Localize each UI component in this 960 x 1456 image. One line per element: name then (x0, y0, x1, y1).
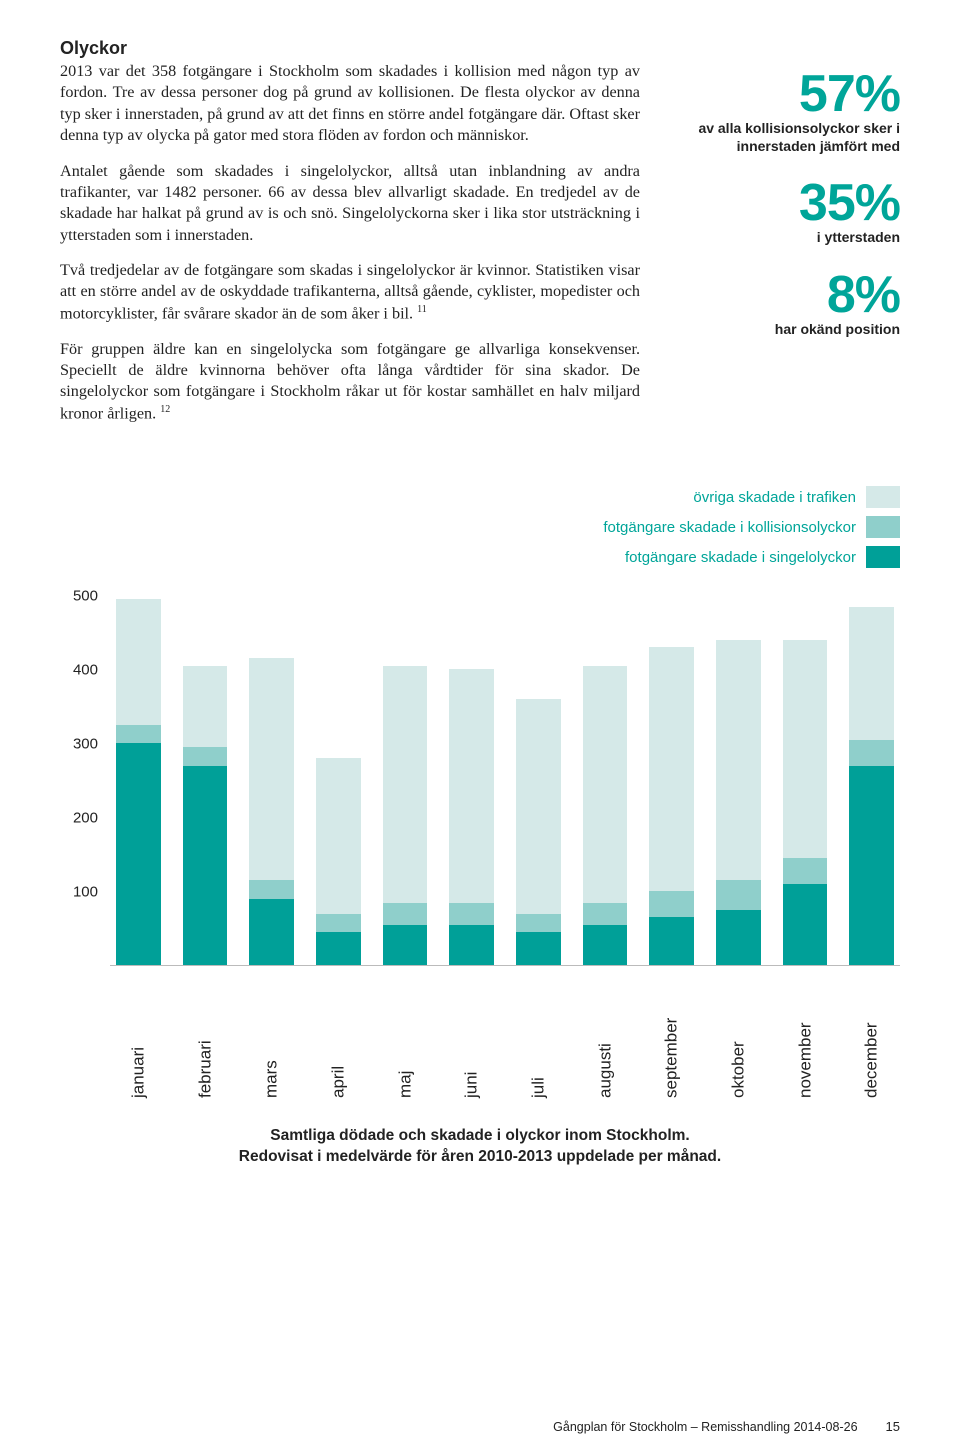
bar-seg-single (649, 917, 694, 965)
month-label: april (316, 988, 361, 1098)
x-axis-labels: januari februari mars april majjuni juli augus… (110, 988, 900, 1098)
page-footer: Gångplan för Stockholm – Remisshandling … (60, 1419, 900, 1434)
month-label: februari (183, 988, 228, 1098)
bar-seg-collision (849, 740, 894, 766)
paragraph-2: Antalet gående som skadades i singelolyc… (60, 161, 640, 247)
bar-seg-collision (183, 747, 228, 766)
bar-seg-other (449, 669, 494, 902)
month-label: augusti (583, 988, 628, 1098)
legend-swatch (866, 486, 900, 508)
bar-seg-single (249, 899, 294, 966)
bar-seg-collision (649, 891, 694, 917)
stat-value-1: 57% (680, 68, 900, 120)
legend-swatch (866, 546, 900, 568)
bar-seg-other (249, 658, 294, 880)
bar-seg-single (716, 910, 761, 966)
bar-slot (249, 596, 294, 965)
y-tick-label: 300 (73, 736, 98, 753)
month-label: juni (449, 988, 494, 1098)
stat-label-2: i ytterstaden (680, 229, 900, 247)
bar-seg-other (183, 666, 228, 747)
bar-seg-other (116, 599, 161, 725)
footer-page-number: 15 (886, 1419, 900, 1434)
y-tick-label: 400 (73, 662, 98, 679)
bar-seg-other (649, 647, 694, 891)
bar-seg-collision (516, 914, 561, 933)
bar-seg-other (316, 758, 361, 913)
chart-legend: övriga skadade i trafiken fotgängare skad… (60, 486, 900, 576)
month-label: november (783, 988, 828, 1098)
bar-slot (783, 596, 828, 965)
bar-slot (183, 596, 228, 965)
bar-slot (316, 596, 361, 965)
bar-seg-single (783, 884, 828, 965)
bar-slot (449, 596, 494, 965)
bar-seg-collision (449, 903, 494, 925)
stat-label-1: av alla kollisionsolyckor sker i innerst… (680, 120, 900, 155)
legend-item: fotgängare skadade i singelolyckor (60, 546, 900, 568)
month-label: januari (116, 988, 161, 1098)
bar-slot (649, 596, 694, 965)
legend-label: fotgängare skadade i singelolyckor (625, 549, 856, 566)
month-label: oktober (716, 988, 761, 1098)
legend-label: övriga skadade i trafiken (693, 489, 856, 506)
paragraph-3: Två tredjedelar av de fotgängare som ska… (60, 260, 640, 325)
paragraph-4: För gruppen äldre kan en singelolycka so… (60, 339, 640, 425)
bar-seg-single (116, 743, 161, 965)
bar-seg-collision (783, 858, 828, 884)
bar-seg-other (583, 666, 628, 903)
legend-label: fotgängare skadade i kollisionsolyckor (603, 519, 856, 536)
bar-seg-collision (249, 880, 294, 899)
bar-seg-other (849, 607, 894, 740)
bar-seg-single (516, 932, 561, 965)
bar-slot (716, 596, 761, 965)
bar-seg-other (516, 699, 561, 914)
bar-slot (583, 596, 628, 965)
bar-seg-single (183, 766, 228, 966)
month-label: september (649, 988, 694, 1098)
footer-doc-title: Gångplan för Stockholm – Remisshandling … (553, 1420, 857, 1434)
month-label: juli (516, 988, 561, 1098)
bar-seg-collision (383, 903, 428, 925)
bar-seg-collision (316, 914, 361, 933)
section-heading: Olyckor (60, 38, 640, 59)
bar-seg-single (583, 925, 628, 966)
paragraph-1: 2013 var det 358 fotgängare i Stockholm … (60, 61, 640, 147)
bar-slot (116, 596, 161, 965)
stat-value-2: 35% (680, 177, 900, 229)
bar-seg-single (849, 766, 894, 966)
bar-seg-single (449, 925, 494, 966)
bar-slot (849, 596, 894, 965)
legend-item: fotgängare skadade i kollisionsolyckor (60, 516, 900, 538)
bar-seg-collision (716, 880, 761, 910)
month-label: december (849, 988, 894, 1098)
bars-container (110, 596, 900, 966)
y-tick-label: 200 (73, 810, 98, 827)
y-tick-label: 500 (73, 588, 98, 605)
bar-seg-other (716, 640, 761, 881)
stat-label-3: har okänd position (680, 321, 900, 339)
bar-seg-other (783, 640, 828, 858)
bar-seg-single (383, 925, 428, 966)
y-axis: 500400300200100 (48, 596, 98, 966)
month-label: mars (249, 988, 294, 1098)
bar-seg-collision (583, 903, 628, 925)
y-tick-label: 100 (73, 884, 98, 901)
bar-seg-other (383, 666, 428, 903)
bar-slot (383, 596, 428, 965)
chart-caption: Samtliga dödade och skadade i olyckor in… (60, 1126, 900, 1168)
legend-swatch (866, 516, 900, 538)
stat-value-3: 8% (680, 269, 900, 321)
bar-chart: 500400300200100 (60, 596, 900, 966)
bar-seg-collision (116, 725, 161, 744)
legend-item: övriga skadade i trafiken (60, 486, 900, 508)
month-label: maj (383, 988, 428, 1098)
bar-slot (516, 596, 561, 965)
stats-sidebar: 57% av alla kollisionsolyckor sker i inn… (680, 38, 900, 438)
bar-seg-single (316, 932, 361, 965)
